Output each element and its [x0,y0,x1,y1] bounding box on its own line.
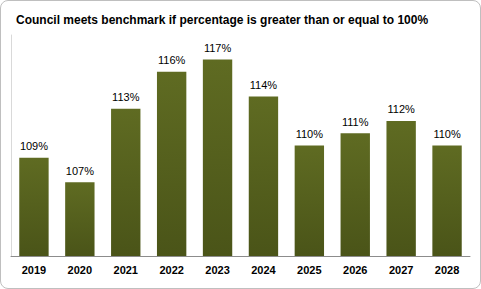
svg-text:107%: 107% [66,165,94,177]
svg-text:2025: 2025 [297,264,321,276]
svg-text:Council meets benchmark if per: Council meets benchmark if percentage is… [16,13,428,27]
svg-text:2021: 2021 [114,264,138,276]
svg-text:112%: 112% [387,103,415,115]
svg-text:113%: 113% [112,91,140,103]
svg-text:110%: 110% [296,128,324,140]
svg-text:111%: 111% [342,116,369,128]
svg-text:2026: 2026 [343,264,367,276]
svg-text:109%: 109% [20,140,48,152]
svg-text:2020: 2020 [68,264,92,276]
svg-text:114%: 114% [250,79,278,91]
svg-text:2022: 2022 [159,264,183,276]
svg-text:2023: 2023 [205,264,229,276]
svg-text:110%: 110% [433,128,461,140]
svg-text:2024: 2024 [251,264,276,276]
svg-text:116%: 116% [158,54,186,66]
svg-text:2019: 2019 [22,264,46,276]
svg-text:2027: 2027 [389,264,413,276]
svg-text:2028: 2028 [435,264,459,276]
svg-text:117%: 117% [204,42,232,54]
